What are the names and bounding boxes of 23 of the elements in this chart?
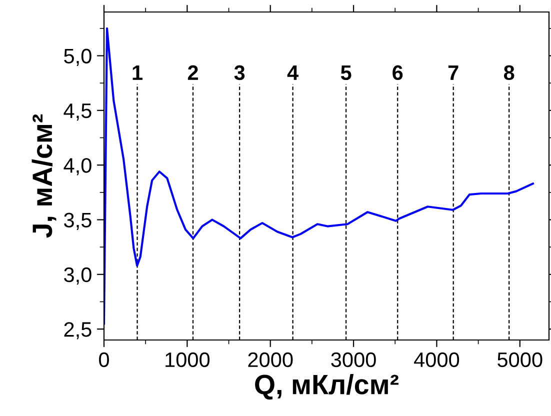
line-series bbox=[104, 27, 534, 325]
annotation: 8 bbox=[504, 65, 514, 80]
y-tick-label: 3,5 bbox=[64, 212, 92, 230]
y-tick-label: 2,5 bbox=[64, 322, 92, 340]
annotation: 1 bbox=[132, 66, 142, 80]
x-tick-label: 3000 bbox=[331, 352, 376, 368]
annotation: 3 bbox=[234, 65, 245, 80]
annotation: 5 bbox=[340, 66, 352, 80]
annotation: 2 bbox=[188, 65, 198, 80]
x-tick-label: 5000 bbox=[498, 352, 542, 368]
x-tick-label: 2000 bbox=[248, 352, 293, 368]
y-axis-title: J, мА/см² bbox=[32, 114, 56, 238]
x-tick-label: 4000 bbox=[414, 352, 460, 368]
x-tick-label: 1000 bbox=[166, 352, 210, 368]
annotation: 7 bbox=[448, 66, 458, 80]
annotation: 6 bbox=[392, 65, 403, 80]
y-tick-label: 4,0 bbox=[64, 158, 92, 176]
x-axis-title: Q, мКл/см² bbox=[255, 374, 398, 400]
x-tick-label: 0 bbox=[99, 352, 109, 368]
y-tick-label: 3,0 bbox=[64, 267, 92, 285]
annotation: 4 bbox=[287, 66, 298, 80]
y-tick-label: 5,0 bbox=[64, 48, 92, 66]
y-tick-label: 4,5 bbox=[64, 104, 92, 121]
